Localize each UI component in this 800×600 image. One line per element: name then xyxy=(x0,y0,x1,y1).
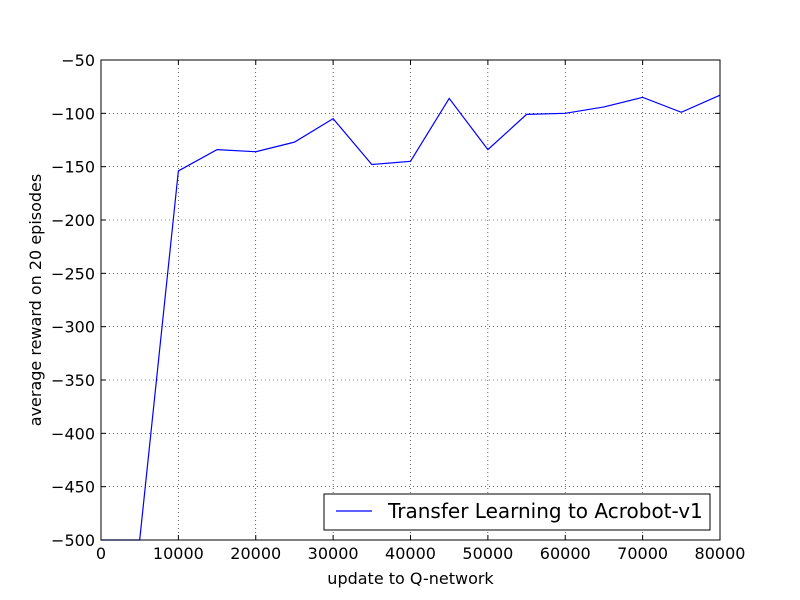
ticks: 0 10000 20000 30000 40000 50000 60000 70000 8000… xyxy=(51,51,745,563)
y-tick-label: −400 xyxy=(51,424,95,443)
legend-label: Transfer Learning to Acrobot-v1 xyxy=(387,499,703,523)
data-point xyxy=(564,112,567,115)
data-point xyxy=(254,150,257,153)
x-tick-label: 80000 xyxy=(695,544,746,563)
data-point xyxy=(332,117,335,120)
y-tick-label: −450 xyxy=(51,478,95,497)
data-point xyxy=(293,141,296,144)
series-line xyxy=(101,94,721,541)
legend: Transfer Learning to Acrobot-v1 xyxy=(323,493,711,531)
y-axis-label: average reward on 20 episodes xyxy=(26,174,45,426)
y-tick-label: −300 xyxy=(51,318,95,337)
x-axis-label: update to Q-network xyxy=(327,569,494,588)
y-tick-label: −350 xyxy=(51,371,95,390)
data-point xyxy=(680,111,683,114)
data-point xyxy=(641,96,644,99)
series-layer xyxy=(101,94,721,541)
x-tick-label: 40000 xyxy=(385,544,436,563)
data-point xyxy=(448,97,451,100)
y-tick-label: −150 xyxy=(51,158,95,177)
data-point xyxy=(216,148,219,151)
x-tick-label: 30000 xyxy=(308,544,359,563)
x-tick-label: 70000 xyxy=(617,544,668,563)
data-point xyxy=(602,105,605,108)
data-point xyxy=(525,113,528,116)
y-tick-label: −100 xyxy=(51,104,95,123)
y-tick-label: −500 xyxy=(51,531,95,550)
x-tick-label: 10000 xyxy=(153,544,204,563)
y-tick-label: −50 xyxy=(61,51,95,70)
y-tick-label: −200 xyxy=(51,211,95,230)
data-point xyxy=(370,163,373,166)
x-tick-label: 60000 xyxy=(540,544,591,563)
data-point xyxy=(486,148,489,151)
y-tick-label: −250 xyxy=(51,264,95,283)
grid xyxy=(100,59,721,541)
x-tick-label: 0 xyxy=(96,544,106,563)
x-tick-label: 50000 xyxy=(462,544,513,563)
data-point xyxy=(177,169,180,172)
x-tick-label: 20000 xyxy=(230,544,281,563)
legend-box xyxy=(323,493,711,531)
data-point xyxy=(409,160,412,163)
